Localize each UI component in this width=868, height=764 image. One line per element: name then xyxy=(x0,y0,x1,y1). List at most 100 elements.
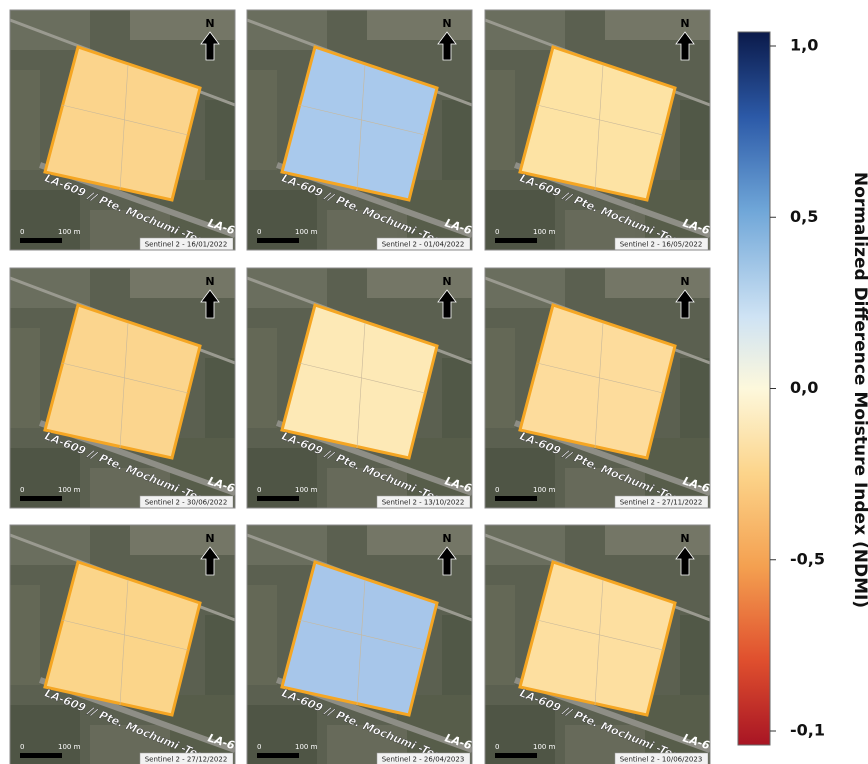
field-grid xyxy=(298,619,426,651)
field-grid xyxy=(594,64,604,191)
scale-distance: 100 m xyxy=(295,228,318,236)
terrain xyxy=(247,10,327,50)
caption-box xyxy=(139,752,234,764)
terrain xyxy=(442,615,472,695)
terrain xyxy=(247,525,327,565)
scale-zero: 0 xyxy=(20,486,24,494)
north-arrow xyxy=(675,31,695,61)
panel-border xyxy=(484,267,711,509)
caption-box xyxy=(139,495,234,508)
field-grid xyxy=(356,64,366,191)
field-grid xyxy=(594,579,604,706)
north-arrow xyxy=(200,289,220,319)
terrain xyxy=(605,10,710,40)
colorbar-tick-label: 0,0 xyxy=(790,378,818,397)
terrain xyxy=(247,268,327,308)
terrain xyxy=(130,268,235,298)
caption: Sentinel 2 - 16/05/2022 xyxy=(620,241,703,249)
field-grid xyxy=(356,322,366,449)
terrain xyxy=(367,10,472,40)
scale-bar xyxy=(495,238,537,243)
colorbar xyxy=(737,31,771,746)
panel-border xyxy=(246,524,473,764)
scale-bar xyxy=(257,496,299,501)
scale-distance: 100 m xyxy=(533,228,556,236)
panel-border xyxy=(484,9,711,251)
field-ndmi xyxy=(518,45,677,202)
scale-distance: 100 m xyxy=(58,486,81,494)
scale-distance: 100 m xyxy=(533,743,556,751)
terrain xyxy=(485,328,515,428)
caption-box xyxy=(614,495,709,508)
terrain xyxy=(605,268,710,298)
caption: Sentinel 2 - 13/10/2022 xyxy=(382,499,465,507)
terrain xyxy=(247,328,277,428)
field-grid xyxy=(298,362,426,394)
field-grid xyxy=(356,579,366,706)
panel-border xyxy=(246,267,473,509)
terrain xyxy=(130,525,235,555)
scale-distance: 100 m xyxy=(533,486,556,494)
north-label: N xyxy=(205,532,214,545)
field-grid xyxy=(119,322,129,449)
caption-box xyxy=(376,495,471,508)
scale-bar xyxy=(20,753,62,758)
terrain xyxy=(485,70,515,170)
terrain xyxy=(367,268,472,298)
field-grid xyxy=(119,579,129,706)
north-label: N xyxy=(442,275,451,288)
north-label: N xyxy=(442,17,451,30)
colorbar-tick-label: -0,1 xyxy=(790,721,825,740)
field-grid xyxy=(61,104,189,136)
caption: Sentinel 2 - 27/12/2022 xyxy=(145,756,228,764)
field-grid xyxy=(536,104,664,136)
scale-zero: 0 xyxy=(20,743,24,751)
caption: Sentinel 2 - 01/04/2022 xyxy=(382,241,465,249)
scale-bar xyxy=(495,753,537,758)
terrain xyxy=(205,100,235,180)
terrain xyxy=(367,525,472,555)
scale-distance: 100 m xyxy=(58,743,81,751)
scale-distance: 100 m xyxy=(295,486,318,494)
field-ndmi xyxy=(518,303,677,460)
scale-distance: 100 m xyxy=(295,743,318,751)
terrain xyxy=(485,10,565,50)
terrain xyxy=(680,615,710,695)
caption: Sentinel 2 - 30/06/2022 xyxy=(145,499,228,507)
terrain xyxy=(10,328,40,428)
north-arrow xyxy=(675,546,695,576)
field-grid xyxy=(298,104,426,136)
north-arrow xyxy=(675,289,695,319)
caption-box xyxy=(376,752,471,764)
panel-border xyxy=(9,267,236,509)
scale-zero: 0 xyxy=(257,743,261,751)
field-ndmi xyxy=(43,45,202,202)
field-ndmi xyxy=(43,303,202,460)
field-ndmi xyxy=(280,560,439,717)
caption-box xyxy=(139,237,234,250)
scale-bar xyxy=(495,496,537,501)
colorbar-title: Normalized Difference Moisture Index (ND… xyxy=(850,172,868,608)
terrain xyxy=(10,10,90,50)
scale-zero: 0 xyxy=(495,743,499,751)
colorbar-tick-label: -0,5 xyxy=(790,549,825,568)
terrain xyxy=(205,358,235,438)
scale-bar xyxy=(20,496,62,501)
terrain xyxy=(485,268,565,308)
north-label: N xyxy=(442,532,451,545)
scale-distance: 100 m xyxy=(58,228,81,236)
terrain xyxy=(247,70,277,170)
terrain xyxy=(205,615,235,695)
scale-zero: 0 xyxy=(20,228,24,236)
panel-border xyxy=(9,9,236,251)
